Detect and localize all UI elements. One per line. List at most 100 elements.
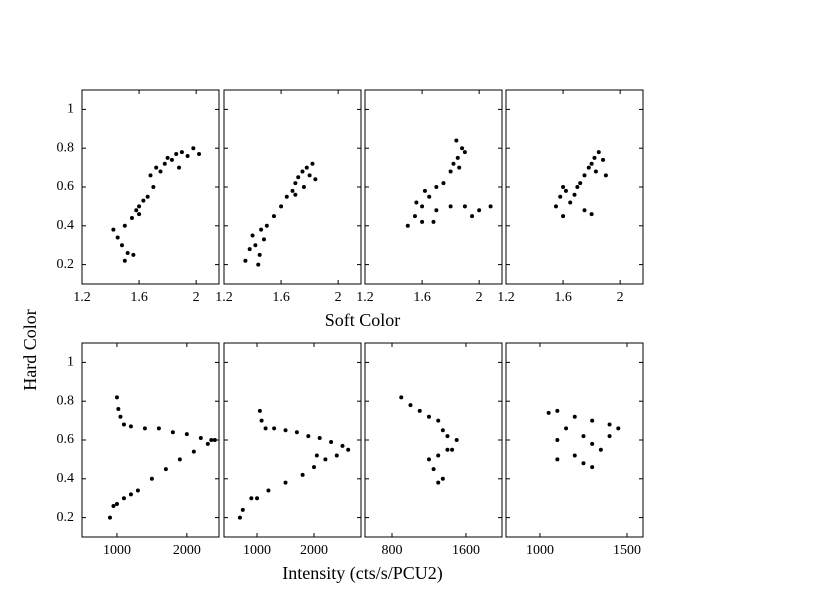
point (137, 212, 142, 217)
point (460, 146, 465, 151)
point (111, 503, 116, 508)
point (283, 428, 288, 433)
point (455, 155, 460, 160)
point (296, 175, 301, 180)
point (151, 185, 156, 189)
point (119, 243, 124, 248)
point (431, 219, 436, 224)
point (284, 194, 289, 199)
x-axis-label: Intensity (cts/s/PCU2) (282, 563, 443, 584)
point (290, 188, 295, 193)
point (546, 410, 551, 415)
x-tick-label: 1600 (452, 543, 480, 558)
point (256, 262, 261, 267)
x-tick-label: 2 (335, 290, 342, 305)
point (170, 430, 175, 435)
x-tick-label: 2 (617, 290, 624, 305)
x-tick-label: 2 (193, 290, 200, 305)
point (578, 181, 583, 186)
point (310, 161, 315, 166)
point (575, 185, 580, 189)
point (334, 453, 339, 458)
x-tick-label: 1000 (526, 543, 554, 558)
point (454, 438, 459, 442)
x-tick-label: 1.2 (73, 290, 91, 305)
point (555, 408, 560, 413)
point (440, 476, 445, 481)
point (128, 492, 133, 497)
point (266, 488, 271, 493)
point (445, 447, 450, 452)
point (558, 194, 563, 199)
point (165, 155, 170, 160)
panel-frame (505, 342, 644, 538)
point (572, 453, 577, 458)
point (184, 432, 189, 437)
x-tick-label: 1.6 (130, 290, 148, 305)
point (121, 422, 126, 427)
point (408, 403, 413, 408)
point (177, 165, 182, 170)
point (426, 414, 431, 419)
x-tick-label: 800 (381, 543, 402, 558)
point (154, 165, 159, 170)
point (158, 169, 163, 174)
point (561, 185, 566, 189)
point (163, 467, 168, 472)
point (462, 204, 467, 209)
x-tick-label: 2000 (173, 543, 201, 558)
point (128, 424, 133, 429)
point (477, 208, 482, 213)
point (589, 161, 594, 166)
point (293, 192, 298, 197)
point (301, 185, 306, 189)
point (592, 155, 597, 160)
panel-frame (81, 342, 220, 538)
point (307, 173, 312, 178)
point (568, 200, 573, 205)
point (198, 436, 203, 441)
y-tick-label: 0.2 (57, 510, 75, 525)
point (457, 165, 462, 170)
x-tick-label: 1.6 (413, 290, 431, 305)
point (145, 194, 150, 199)
point (294, 430, 299, 435)
y-tick-label: 0.6 (57, 179, 75, 194)
panel-frame (81, 89, 220, 285)
point (179, 150, 184, 155)
point (420, 219, 425, 224)
point (191, 146, 196, 151)
point (436, 418, 441, 423)
point (553, 204, 558, 209)
y-tick-label: 0.2 (57, 257, 75, 272)
point (259, 418, 264, 423)
point (590, 441, 595, 446)
point (451, 161, 456, 166)
point (212, 438, 217, 442)
point (205, 441, 210, 446)
point (257, 252, 262, 257)
point (107, 515, 112, 520)
point (264, 223, 269, 228)
point (555, 457, 560, 462)
x-tick-label: 1000 (243, 543, 271, 558)
point (414, 200, 419, 205)
point (323, 457, 328, 462)
point (454, 138, 459, 143)
point (346, 447, 351, 452)
point (581, 434, 586, 439)
point (261, 237, 266, 242)
point (448, 204, 453, 209)
x-tick-label: 1.6 (554, 290, 572, 305)
point (426, 457, 431, 462)
point (191, 449, 196, 454)
y-tick-label: 0.4 (57, 218, 75, 233)
point (125, 250, 130, 255)
point (122, 258, 127, 263)
point (255, 496, 260, 501)
point (129, 216, 134, 221)
point (445, 434, 450, 439)
point (470, 214, 475, 219)
point (293, 181, 298, 186)
point (434, 185, 439, 189)
